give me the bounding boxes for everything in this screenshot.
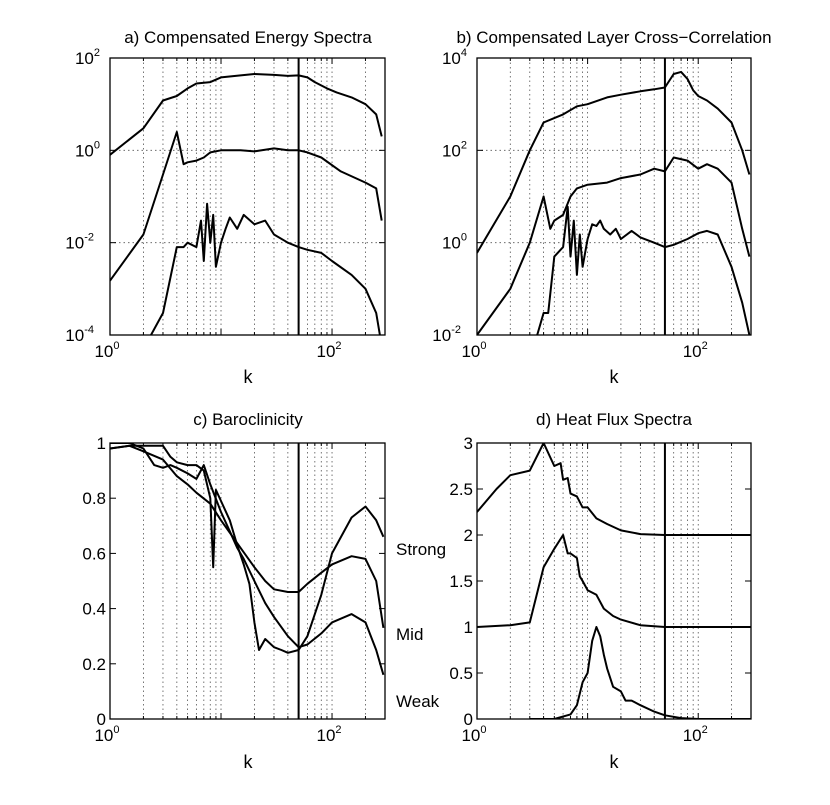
series-weak-line xyxy=(536,205,751,335)
level-label-strong: Strong xyxy=(396,540,446,559)
series-weak-line xyxy=(149,202,381,335)
series-mid-line xyxy=(477,156,751,335)
panel-d-title: d) Heat Flux Spectra xyxy=(536,410,692,429)
y-tick-label: 10-2 xyxy=(65,232,94,253)
series-mid-line xyxy=(110,131,383,282)
x-tick-label: 100 xyxy=(461,340,486,361)
y-tick-label: 3 xyxy=(464,434,473,453)
panel-a-grid xyxy=(110,58,385,335)
panel-d-grid xyxy=(509,443,733,719)
panel-b-grid xyxy=(477,58,751,335)
level-label-mid: Mid xyxy=(396,625,423,644)
panel-b-xlabel: k xyxy=(610,367,620,387)
y-tick-label: 100 xyxy=(75,139,100,160)
y-tick-label: 0.5 xyxy=(449,664,473,683)
y-tick-label: 1 xyxy=(464,618,473,637)
series-strong-line xyxy=(477,443,751,536)
series-strong-line xyxy=(477,70,751,254)
level-label-weak: Weak xyxy=(396,692,440,711)
y-tick-label: 104 xyxy=(442,47,467,68)
series-weak-line xyxy=(110,444,385,654)
series-weak-line xyxy=(529,626,751,719)
series-strong-line xyxy=(110,73,383,156)
y-tick-label: 100 xyxy=(442,232,467,253)
panel-d-y-ticks: 0 0.5 1 1.5 2 2.5 3 xyxy=(449,434,751,729)
panel-b-x-ticks: 100 102 xyxy=(461,340,707,361)
panel-c-y-ticks: 0 0.2 0.4 0.6 0.8 1 xyxy=(82,434,385,729)
panel-a-title: a) Compensated Energy Spectra xyxy=(124,28,372,47)
y-tick-label: 1.5 xyxy=(449,572,473,591)
panel-c-title: c) Baroclinicity xyxy=(193,410,303,429)
y-tick-label: 0.6 xyxy=(82,544,106,563)
panel-a: a) Compensated Energy Spectra k 10-4 10-2… xyxy=(65,28,386,387)
panel-c: c) Baroclinicity k 0 0.2 0.4 0.6 0.8 1 100 102 xyxy=(82,410,386,772)
x-tick-label: 102 xyxy=(683,340,708,361)
y-tick-label: 2 xyxy=(464,526,473,545)
panel-b-title: b) Compensated Layer Cross−Correlation xyxy=(456,28,771,47)
x-tick-label: 102 xyxy=(317,724,342,745)
series-mid-line xyxy=(110,443,385,676)
y-tick-label: 0 xyxy=(464,710,473,729)
panel-c-xlabel: k xyxy=(244,752,254,772)
y-tick-label: 102 xyxy=(442,139,467,160)
series-strong-line xyxy=(110,444,385,629)
y-tick-label: 10-4 xyxy=(65,324,94,345)
x-tick-label: 100 xyxy=(461,724,486,745)
x-tick-label: 100 xyxy=(94,340,119,361)
panel-d-xlabel: k xyxy=(610,752,620,772)
y-tick-label: 2.5 xyxy=(449,480,473,499)
panel-b: b) Compensated Layer Cross−Correlation k… xyxy=(432,28,771,387)
panel-b-frame xyxy=(476,57,752,336)
x-tick-label: 102 xyxy=(317,340,342,361)
panel-a-xlabel: k xyxy=(244,367,254,387)
panel-c-grid xyxy=(142,443,366,719)
panel-a-x-ticks: 100 102 xyxy=(94,340,341,361)
x-tick-label: 100 xyxy=(94,724,119,745)
panel-d-x-ticks: 100 102 xyxy=(461,724,707,745)
panel-a-frame xyxy=(109,57,386,336)
y-tick-label: 0.2 xyxy=(82,655,106,674)
panel-d-frame xyxy=(476,442,752,720)
panel-b-y-ticks: 10-2 100 102 104 xyxy=(432,47,751,345)
x-tick-label: 102 xyxy=(683,724,708,745)
y-tick-label: 1 xyxy=(97,434,106,453)
y-tick-label: 10-2 xyxy=(432,324,461,345)
panel-c-x-ticks: 100 102 xyxy=(94,724,341,745)
y-tick-label: 102 xyxy=(75,47,100,68)
y-tick-label: 0 xyxy=(97,710,106,729)
y-tick-label: 0.4 xyxy=(82,600,106,619)
series-mid-line xyxy=(477,534,751,628)
panel-c-frame xyxy=(109,442,386,720)
y-tick-label: 0.8 xyxy=(82,489,106,508)
